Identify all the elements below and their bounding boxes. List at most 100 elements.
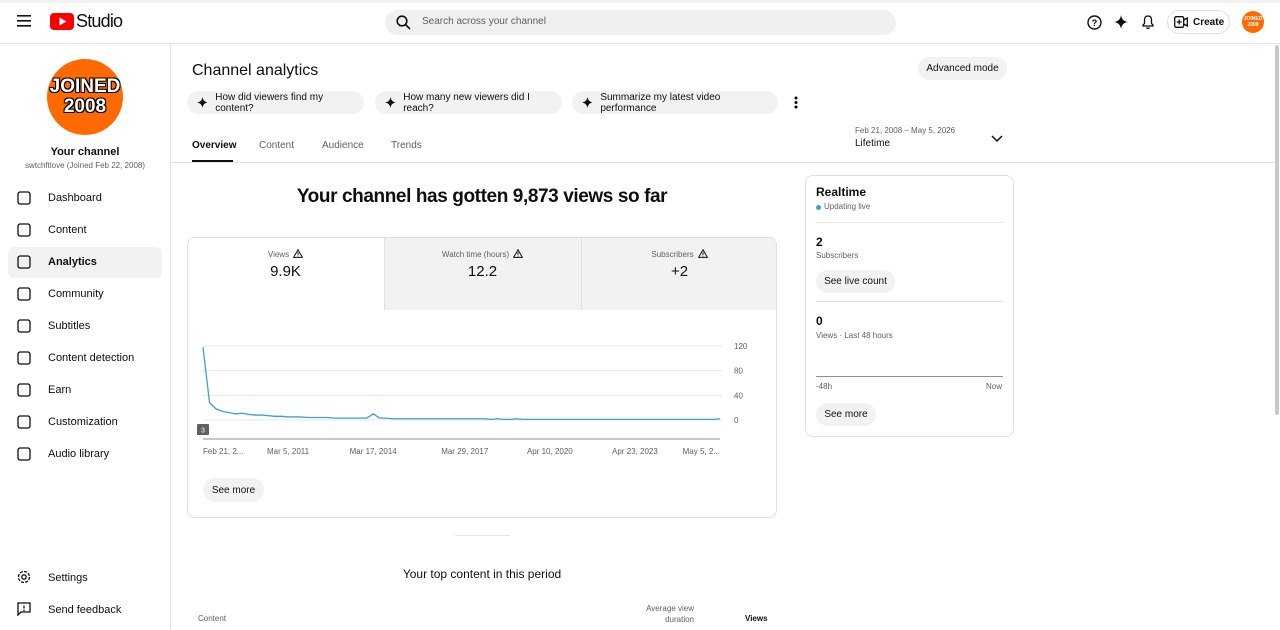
svg-text:?: ? <box>1092 18 1098 28</box>
date-range: Feb 21, 2008 – May 5, 2026 <box>855 126 956 135</box>
y-tick-label: 40 <box>734 391 743 400</box>
nav-item[interactable]: Content <box>48 224 87 236</box>
stat-value: 9.9K <box>270 263 301 280</box>
stat-label[interactable]: Views <box>187 248 384 259</box>
nav-icon <box>17 415 31 429</box>
y-tick-label: 80 <box>734 367 743 376</box>
stat-label-text: Watch time (hours) <box>441 250 510 259</box>
more-icon[interactable] <box>794 96 798 109</box>
sparkle-icon <box>385 97 396 108</box>
views-chart: 0 40 80 120 3 Feb 21, 2... Mar 5, 2011 Mar 17, … <box>197 342 748 456</box>
tab-underline <box>192 160 233 162</box>
live-dot <box>816 205 821 210</box>
realtime-axis <box>816 376 1003 377</box>
stat-label-text: Views <box>267 250 290 259</box>
nav-item[interactable]: Community <box>48 288 104 300</box>
chip-label: How many new viewers did I reach? <box>403 91 530 114</box>
warning-icon <box>697 248 708 258</box>
nav-item[interactable]: Analytics <box>48 256 97 268</box>
divider <box>455 535 510 536</box>
see-more-button[interactable]: See more <box>816 403 876 426</box>
suggestion-chip[interactable]: How did viewers find my content? <box>187 91 364 114</box>
realtime-axis-label: -48h <box>816 382 833 391</box>
create-label: Create <box>1193 17 1225 28</box>
divider <box>816 222 1003 223</box>
nav-item[interactable]: Subtitles <box>48 320 91 332</box>
tab[interactable]: Content <box>259 140 295 151</box>
x-tick-label: Apr 10, 2020 <box>527 447 573 456</box>
overview-card <box>187 237 777 518</box>
stat-tab-bg <box>581 238 776 310</box>
nav-item[interactable]: Dashboard <box>48 192 102 204</box>
logo-icon <box>50 13 74 30</box>
stat-value: 12.2 <box>467 263 498 280</box>
realtime-subscribers: 2 <box>816 235 823 249</box>
tab[interactable]: Audience <box>322 140 364 151</box>
page-title: Channel analytics <box>192 62 319 79</box>
nav-icon <box>17 351 31 365</box>
x-tick-label: Feb 21, 2... <box>203 447 243 456</box>
scrollbar <box>1275 45 1279 415</box>
nav-item[interactable]: Earn <box>48 384 72 396</box>
y-tick-label: 120 <box>734 342 748 351</box>
nav-item[interactable]: Content detection <box>48 352 135 364</box>
section-title: Your top content in this period <box>402 567 562 581</box>
stat-label[interactable]: Subscribers <box>581 248 778 259</box>
channel-handle: swtchftlove (Joined Feb 22, 2008) <box>24 161 146 170</box>
tab[interactable]: Overview <box>192 140 237 151</box>
nav-icon <box>17 383 31 397</box>
tab[interactable]: Trends <box>391 140 422 151</box>
warning-icon <box>292 248 304 258</box>
stat-label[interactable]: Watch time (hours) <box>384 248 581 259</box>
column-header: Average view duration <box>646 604 694 624</box>
sidebar-border <box>170 44 171 630</box>
suggestion-chip[interactable]: How many new viewers did I reach? <box>375 91 562 114</box>
chip-label: Summarize my latest video performance <box>600 91 721 114</box>
x-tick-label: Mar 5, 2011 <box>267 447 310 456</box>
nav-item[interactable]: Send feedback <box>48 604 122 616</box>
realtime-views-label: Views · Last 48 hours <box>816 331 893 340</box>
nav-active-bg <box>8 247 162 278</box>
advanced-mode-button[interactable]: Advanced mode <box>918 57 1007 80</box>
nav-item[interactable]: Audio library <box>48 448 110 460</box>
notifications-icon[interactable] <box>1141 14 1155 30</box>
menu-icon[interactable] <box>17 15 31 27</box>
search-icon <box>396 15 411 30</box>
see-live-count-button[interactable]: See live count <box>816 270 895 293</box>
divider <box>816 301 1003 302</box>
settings-icon <box>17 570 31 584</box>
channel-title[interactable]: Your channel <box>50 146 120 158</box>
search-placeholder: Search across your channel <box>422 16 546 27</box>
see-more-button[interactable]: See more <box>203 478 264 502</box>
realtime-subscribers-label: Subscribers <box>816 251 859 260</box>
channel-avatar[interactable]: JOINED 2008 <box>47 59 123 135</box>
x-tick-label: Mar 29, 2017 <box>441 447 489 456</box>
nav-icon <box>17 287 31 301</box>
x-tick-label: May 5, 2... <box>683 447 720 456</box>
nav-icon <box>17 255 31 269</box>
column-header[interactable]: Views <box>745 614 768 623</box>
realtime-axis-label: Now <box>986 382 1003 391</box>
realtime-status: Updating live <box>824 202 871 211</box>
avatar-text: 2008 <box>63 96 107 117</box>
feedback-icon <box>17 602 31 616</box>
nav-item[interactable]: Settings <box>48 572 88 584</box>
dropdown-icon[interactable] <box>991 135 1003 143</box>
create-button[interactable] <box>1167 10 1230 34</box>
realtime-title: Realtime <box>816 185 867 199</box>
annotation: 3 <box>201 428 205 435</box>
logo-text[interactable]: Studio <box>76 11 123 31</box>
period[interactable]: Lifetime <box>855 138 891 149</box>
nav-icon <box>17 223 31 237</box>
create-icon <box>1174 16 1188 28</box>
nav-icon <box>17 447 31 461</box>
suggestion-chip[interactable]: Summarize my latest video performance <box>572 91 778 114</box>
sparkle-icon[interactable] <box>1114 15 1128 29</box>
search-box[interactable] <box>385 10 896 35</box>
column-header: Content <box>198 614 227 623</box>
help-icon[interactable]: ? <box>1087 15 1102 30</box>
nav-item[interactable]: Customization <box>48 416 118 428</box>
sparkle-icon <box>197 97 208 108</box>
account-avatar[interactable]: JOINED 2008 <box>1242 11 1264 33</box>
